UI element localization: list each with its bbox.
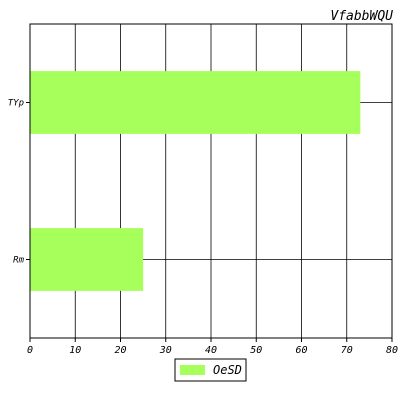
bars (30, 71, 361, 291)
x-tick-label: 20 (114, 345, 126, 356)
legend-swatch (180, 365, 205, 375)
y-tick-label: TYp (8, 99, 24, 109)
x-tick-label: 10 (69, 345, 81, 356)
legend: OeSD (174, 358, 247, 382)
x-tick-label: 70 (341, 345, 353, 356)
chart-title: VfabbWQU (330, 9, 393, 24)
y-axis-ticks: Rm TYp (8, 99, 30, 266)
x-axis-ticks: 0 10 20 30 40 50 60 70 80 (27, 338, 398, 356)
x-tick-label: 0 (27, 345, 33, 356)
y-tick-label: Rm (13, 256, 24, 266)
legend-label: OeSD (213, 363, 242, 377)
x-tick-label: 50 (250, 345, 262, 356)
x-tick-label: 80 (386, 345, 398, 356)
legend-frame (174, 358, 247, 382)
bar-typ (30, 71, 361, 134)
x-tick-label: 30 (159, 345, 172, 356)
x-tick-label: 60 (295, 345, 307, 356)
x-tick-label: 40 (205, 345, 217, 356)
bar-rm (30, 228, 144, 291)
